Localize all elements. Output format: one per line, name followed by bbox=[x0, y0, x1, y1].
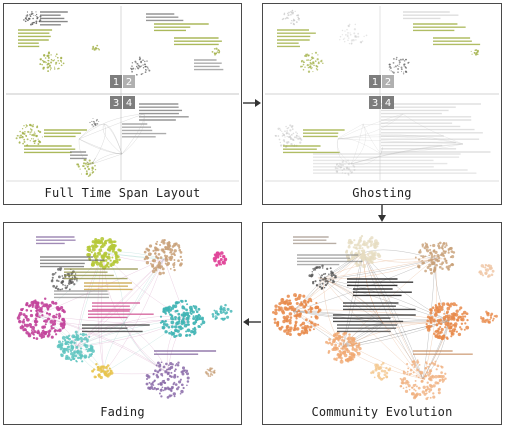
node-cluster bbox=[388, 56, 410, 75]
edge-bundle bbox=[336, 113, 464, 166]
node-cluster bbox=[272, 293, 322, 337]
node-cluster bbox=[130, 56, 151, 76]
node-cluster bbox=[334, 159, 356, 176]
label-texture bbox=[122, 123, 167, 138]
label-texture bbox=[413, 23, 466, 32]
ghosting-caption: Ghosting bbox=[352, 186, 412, 200]
fading-graph bbox=[16, 236, 233, 399]
quadrant-label-2: 2 bbox=[126, 77, 132, 88]
label-texture bbox=[18, 29, 53, 38]
quadrant-label-4: 4 bbox=[126, 98, 132, 109]
community-evolution-graph bbox=[272, 234, 498, 401]
node-cluster bbox=[91, 44, 100, 51]
label-texture bbox=[84, 282, 133, 291]
label-texture bbox=[174, 37, 222, 46]
node-cluster bbox=[89, 118, 100, 127]
node-cluster bbox=[16, 297, 66, 340]
ghost-quadrant-label-3: 3 bbox=[372, 98, 378, 109]
label-texture bbox=[44, 129, 87, 138]
node-cluster bbox=[23, 11, 42, 26]
quadrant-label-3: 3 bbox=[113, 98, 119, 109]
label-texture bbox=[36, 236, 76, 245]
edge-bundle bbox=[78, 113, 145, 165]
node-cluster bbox=[274, 124, 303, 149]
label-texture bbox=[333, 314, 416, 323]
node-cluster bbox=[325, 331, 362, 364]
node-cluster bbox=[399, 359, 447, 401]
node-cluster bbox=[212, 251, 228, 267]
node-cluster bbox=[370, 361, 392, 381]
label-texture bbox=[403, 11, 459, 20]
node-cluster bbox=[339, 23, 368, 45]
label-texture bbox=[24, 145, 76, 154]
label-texture bbox=[277, 39, 310, 48]
full-time-span-panel: 1 2 3 4 Full Time Span Layout bbox=[3, 3, 242, 205]
node-cluster bbox=[414, 241, 456, 275]
node-cluster bbox=[480, 310, 498, 324]
ghost-quadrant-label-4: 4 bbox=[385, 98, 391, 109]
label-texture bbox=[70, 151, 88, 160]
node-cluster bbox=[159, 299, 206, 338]
label-texture bbox=[92, 302, 141, 311]
node-cluster bbox=[50, 267, 79, 291]
label-texture bbox=[347, 278, 414, 287]
node-cluster bbox=[91, 363, 114, 380]
label-texture bbox=[18, 39, 49, 48]
label-texture bbox=[154, 23, 209, 32]
ghosting-graph: 1 2 3 4 bbox=[265, 6, 499, 182]
full-time-span-caption: Full Time Span Layout bbox=[44, 186, 201, 200]
label-texture bbox=[40, 256, 105, 268]
quadrant-label-1: 1 bbox=[113, 77, 119, 88]
node-cluster bbox=[281, 9, 300, 26]
full-time-span-graph: 1 2 3 4 bbox=[6, 6, 239, 182]
label-texture bbox=[381, 103, 491, 153]
node-cluster bbox=[345, 234, 382, 269]
label-texture bbox=[82, 324, 150, 333]
community-evolution-caption: Community Evolution bbox=[311, 405, 453, 419]
ghost-quadrant-label-2: 2 bbox=[385, 77, 391, 88]
label-texture bbox=[283, 145, 340, 154]
node-cluster bbox=[56, 330, 95, 363]
label-texture bbox=[146, 13, 184, 22]
label-texture bbox=[353, 288, 412, 297]
label-texture bbox=[413, 350, 473, 355]
node-cluster bbox=[308, 264, 337, 290]
fading-caption: Fading bbox=[100, 405, 145, 419]
label-texture bbox=[139, 103, 189, 121]
label-texture bbox=[313, 153, 477, 174]
node-cluster bbox=[425, 302, 470, 341]
label-texture bbox=[343, 302, 416, 311]
node-cluster bbox=[39, 51, 65, 73]
label-texture bbox=[293, 236, 337, 245]
node-cluster bbox=[204, 367, 216, 378]
node-cluster bbox=[145, 361, 190, 399]
node-cluster bbox=[211, 47, 221, 56]
node-cluster bbox=[86, 236, 122, 270]
node-cluster bbox=[470, 49, 479, 56]
label-texture bbox=[54, 290, 110, 299]
node-cluster bbox=[76, 158, 97, 177]
label-texture bbox=[433, 37, 481, 46]
label-texture bbox=[40, 11, 68, 26]
label-texture bbox=[88, 310, 154, 319]
arrow-left-icon bbox=[243, 318, 261, 326]
ghost-quadrant-label-1: 1 bbox=[372, 77, 378, 88]
arrow-right-icon bbox=[243, 99, 261, 107]
label-texture bbox=[337, 324, 398, 333]
label-texture bbox=[194, 59, 224, 71]
label-texture bbox=[277, 29, 316, 38]
ghosting-panel: 1 2 3 4 Ghosting bbox=[262, 3, 502, 205]
node-cluster bbox=[15, 123, 43, 147]
node-cluster bbox=[478, 263, 495, 278]
node-cluster bbox=[300, 51, 324, 73]
node-cluster bbox=[211, 303, 233, 321]
label-texture bbox=[303, 129, 345, 138]
node-cluster bbox=[143, 238, 183, 276]
label-texture bbox=[64, 268, 138, 280]
fading-panel: Fading bbox=[3, 222, 242, 425]
label-texture bbox=[154, 350, 217, 355]
label-texture bbox=[297, 254, 363, 266]
community-evolution-panel: Community Evolution bbox=[262, 222, 502, 425]
arrow-down-icon bbox=[378, 205, 386, 222]
